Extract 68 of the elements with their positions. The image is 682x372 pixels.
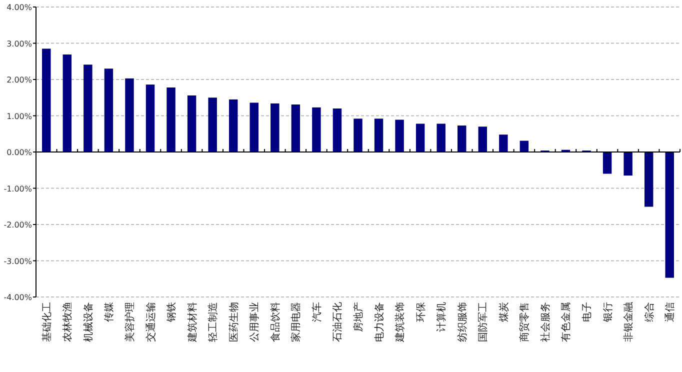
bar <box>602 152 612 174</box>
x-tick-label: 机械设备 <box>82 302 94 342</box>
bar <box>125 78 134 152</box>
x-tick-label: 环保 <box>416 302 427 322</box>
x-tick-label: 通信 <box>664 302 676 322</box>
bar <box>499 134 508 152</box>
x-tick-label: 汽车 <box>310 302 323 322</box>
bar <box>624 152 632 176</box>
bar <box>478 126 488 152</box>
bar <box>104 68 114 152</box>
y-tick-label: 1.00% <box>6 112 32 121</box>
x-tick-label: 非银金融 <box>622 302 635 342</box>
x-tick-label: 社会服务 <box>539 302 552 342</box>
x-tick-label: 医药生物 <box>228 302 240 342</box>
bar <box>291 104 300 152</box>
bar <box>520 140 529 152</box>
x-tick-label: 电力设备 <box>373 302 386 342</box>
x-tick-label: 钢铁 <box>166 302 178 323</box>
y-tick-label: 0.00% <box>6 148 32 157</box>
bar <box>374 118 384 152</box>
x-tick-label: 商贸零售 <box>518 302 531 342</box>
x-tick-label: 纺织服饰 <box>456 302 468 342</box>
x-tick-label: 公用事业 <box>248 302 261 342</box>
x-tick-label: 煤炭 <box>498 302 510 322</box>
y-tick-label: -1.00% <box>4 184 32 194</box>
x-tick-label: 国防军工 <box>477 302 490 342</box>
bar <box>416 124 425 152</box>
x-tick-label: 农林牧渔 <box>62 302 74 342</box>
y-tick-label: 4.00% <box>6 3 32 12</box>
x-tick-label: 建筑材料 <box>186 302 198 343</box>
bar <box>84 64 92 152</box>
x-tick-label: 综合 <box>643 302 656 322</box>
bar <box>312 107 321 152</box>
y-tick-label: -2.00% <box>4 220 32 230</box>
bar <box>62 54 72 152</box>
bar <box>332 108 342 152</box>
x-tick-label: 石油石化 <box>332 302 344 342</box>
x-tick-label: 有色金属 <box>560 302 572 342</box>
x-tick-label: 银行 <box>602 302 614 323</box>
x-tick-label: 计算机 <box>436 302 448 332</box>
bar <box>166 87 176 152</box>
x-tick-label: 建筑装饰 <box>394 302 406 343</box>
bar <box>270 103 280 152</box>
bar <box>146 84 155 152</box>
x-tick-label: 家用电器 <box>290 302 302 342</box>
bar <box>644 152 654 207</box>
bar <box>458 126 466 152</box>
bar <box>354 118 362 152</box>
y-tick-label: 2.00% <box>6 76 32 84</box>
bar <box>42 48 51 152</box>
bar <box>250 102 258 152</box>
y-tick-label: 3.00% <box>6 39 32 48</box>
x-tick-label: 美容护理 <box>124 302 136 342</box>
bar <box>665 152 674 278</box>
bar <box>228 99 238 152</box>
x-tick-label: 轻工制造 <box>207 302 220 342</box>
x-tick-label: 交通运输 <box>144 302 157 342</box>
y-tick-label: -3.00% <box>4 256 32 266</box>
x-tick-label: 基础化工 <box>40 302 53 342</box>
bar <box>436 124 446 152</box>
x-tick-label: 电子 <box>581 302 594 322</box>
bar <box>208 98 217 152</box>
x-tick-label: 食品饮料 <box>269 302 282 342</box>
bar <box>395 120 404 152</box>
bar <box>187 95 196 152</box>
x-tick-label: 房地产 <box>352 302 364 332</box>
y-tick-label: -4.00% <box>4 293 32 302</box>
x-tick-label: 传媒 <box>104 302 116 322</box>
